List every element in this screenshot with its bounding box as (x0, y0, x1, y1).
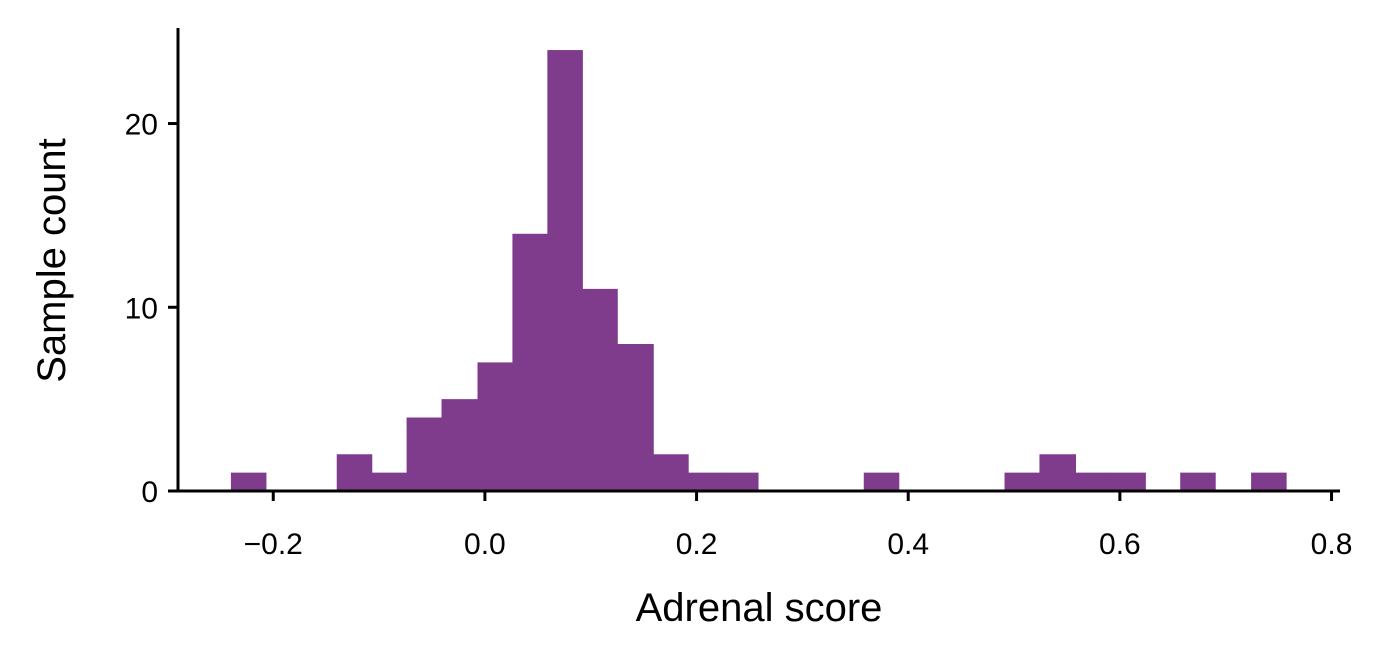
histogram-bar (723, 472, 759, 491)
histogram-bar (653, 454, 689, 491)
x-tick-label: 0.2 (676, 528, 718, 561)
x-axis-title: Adrenal score (636, 586, 883, 630)
histogram-bar (477, 362, 514, 491)
histogram-bars (230, 50, 1287, 492)
histogram-bar (1110, 472, 1146, 491)
histogram-bar (1075, 472, 1111, 491)
histogram-bar (582, 288, 618, 491)
histogram-bar (547, 50, 583, 492)
x-tick-label: 0.0 (464, 528, 506, 561)
histogram-bar (336, 454, 373, 491)
y-tick-label: 0 (141, 476, 158, 509)
histogram-bar (406, 417, 443, 491)
x-tick-label: 0.4 (887, 528, 929, 561)
histogram-bar (371, 472, 408, 491)
y-tick-label: 20 (125, 109, 158, 142)
histogram-bar (1004, 472, 1041, 491)
x-axis-ticks: −0.2 0.0 0.2 0.4 0.6 0.8 (244, 491, 1353, 561)
histogram-bar (441, 399, 479, 491)
histogram-bar (1251, 472, 1287, 491)
histogram-bar (863, 472, 900, 491)
histogram-bar (1180, 472, 1216, 491)
x-tick-label: 0.8 (1311, 528, 1353, 561)
y-axis-title: Sample count (30, 138, 74, 383)
histogram-bar (512, 233, 548, 491)
histogram-bar (230, 472, 267, 491)
y-tick-label: 10 (125, 292, 158, 325)
x-tick-label: −0.2 (244, 528, 303, 561)
y-axis-ticks: 0 10 20 (125, 109, 178, 509)
histogram-bar (688, 472, 724, 491)
histogram-bar (617, 344, 654, 491)
x-tick-label: 0.6 (1099, 528, 1141, 561)
histogram-bar (1039, 454, 1077, 491)
